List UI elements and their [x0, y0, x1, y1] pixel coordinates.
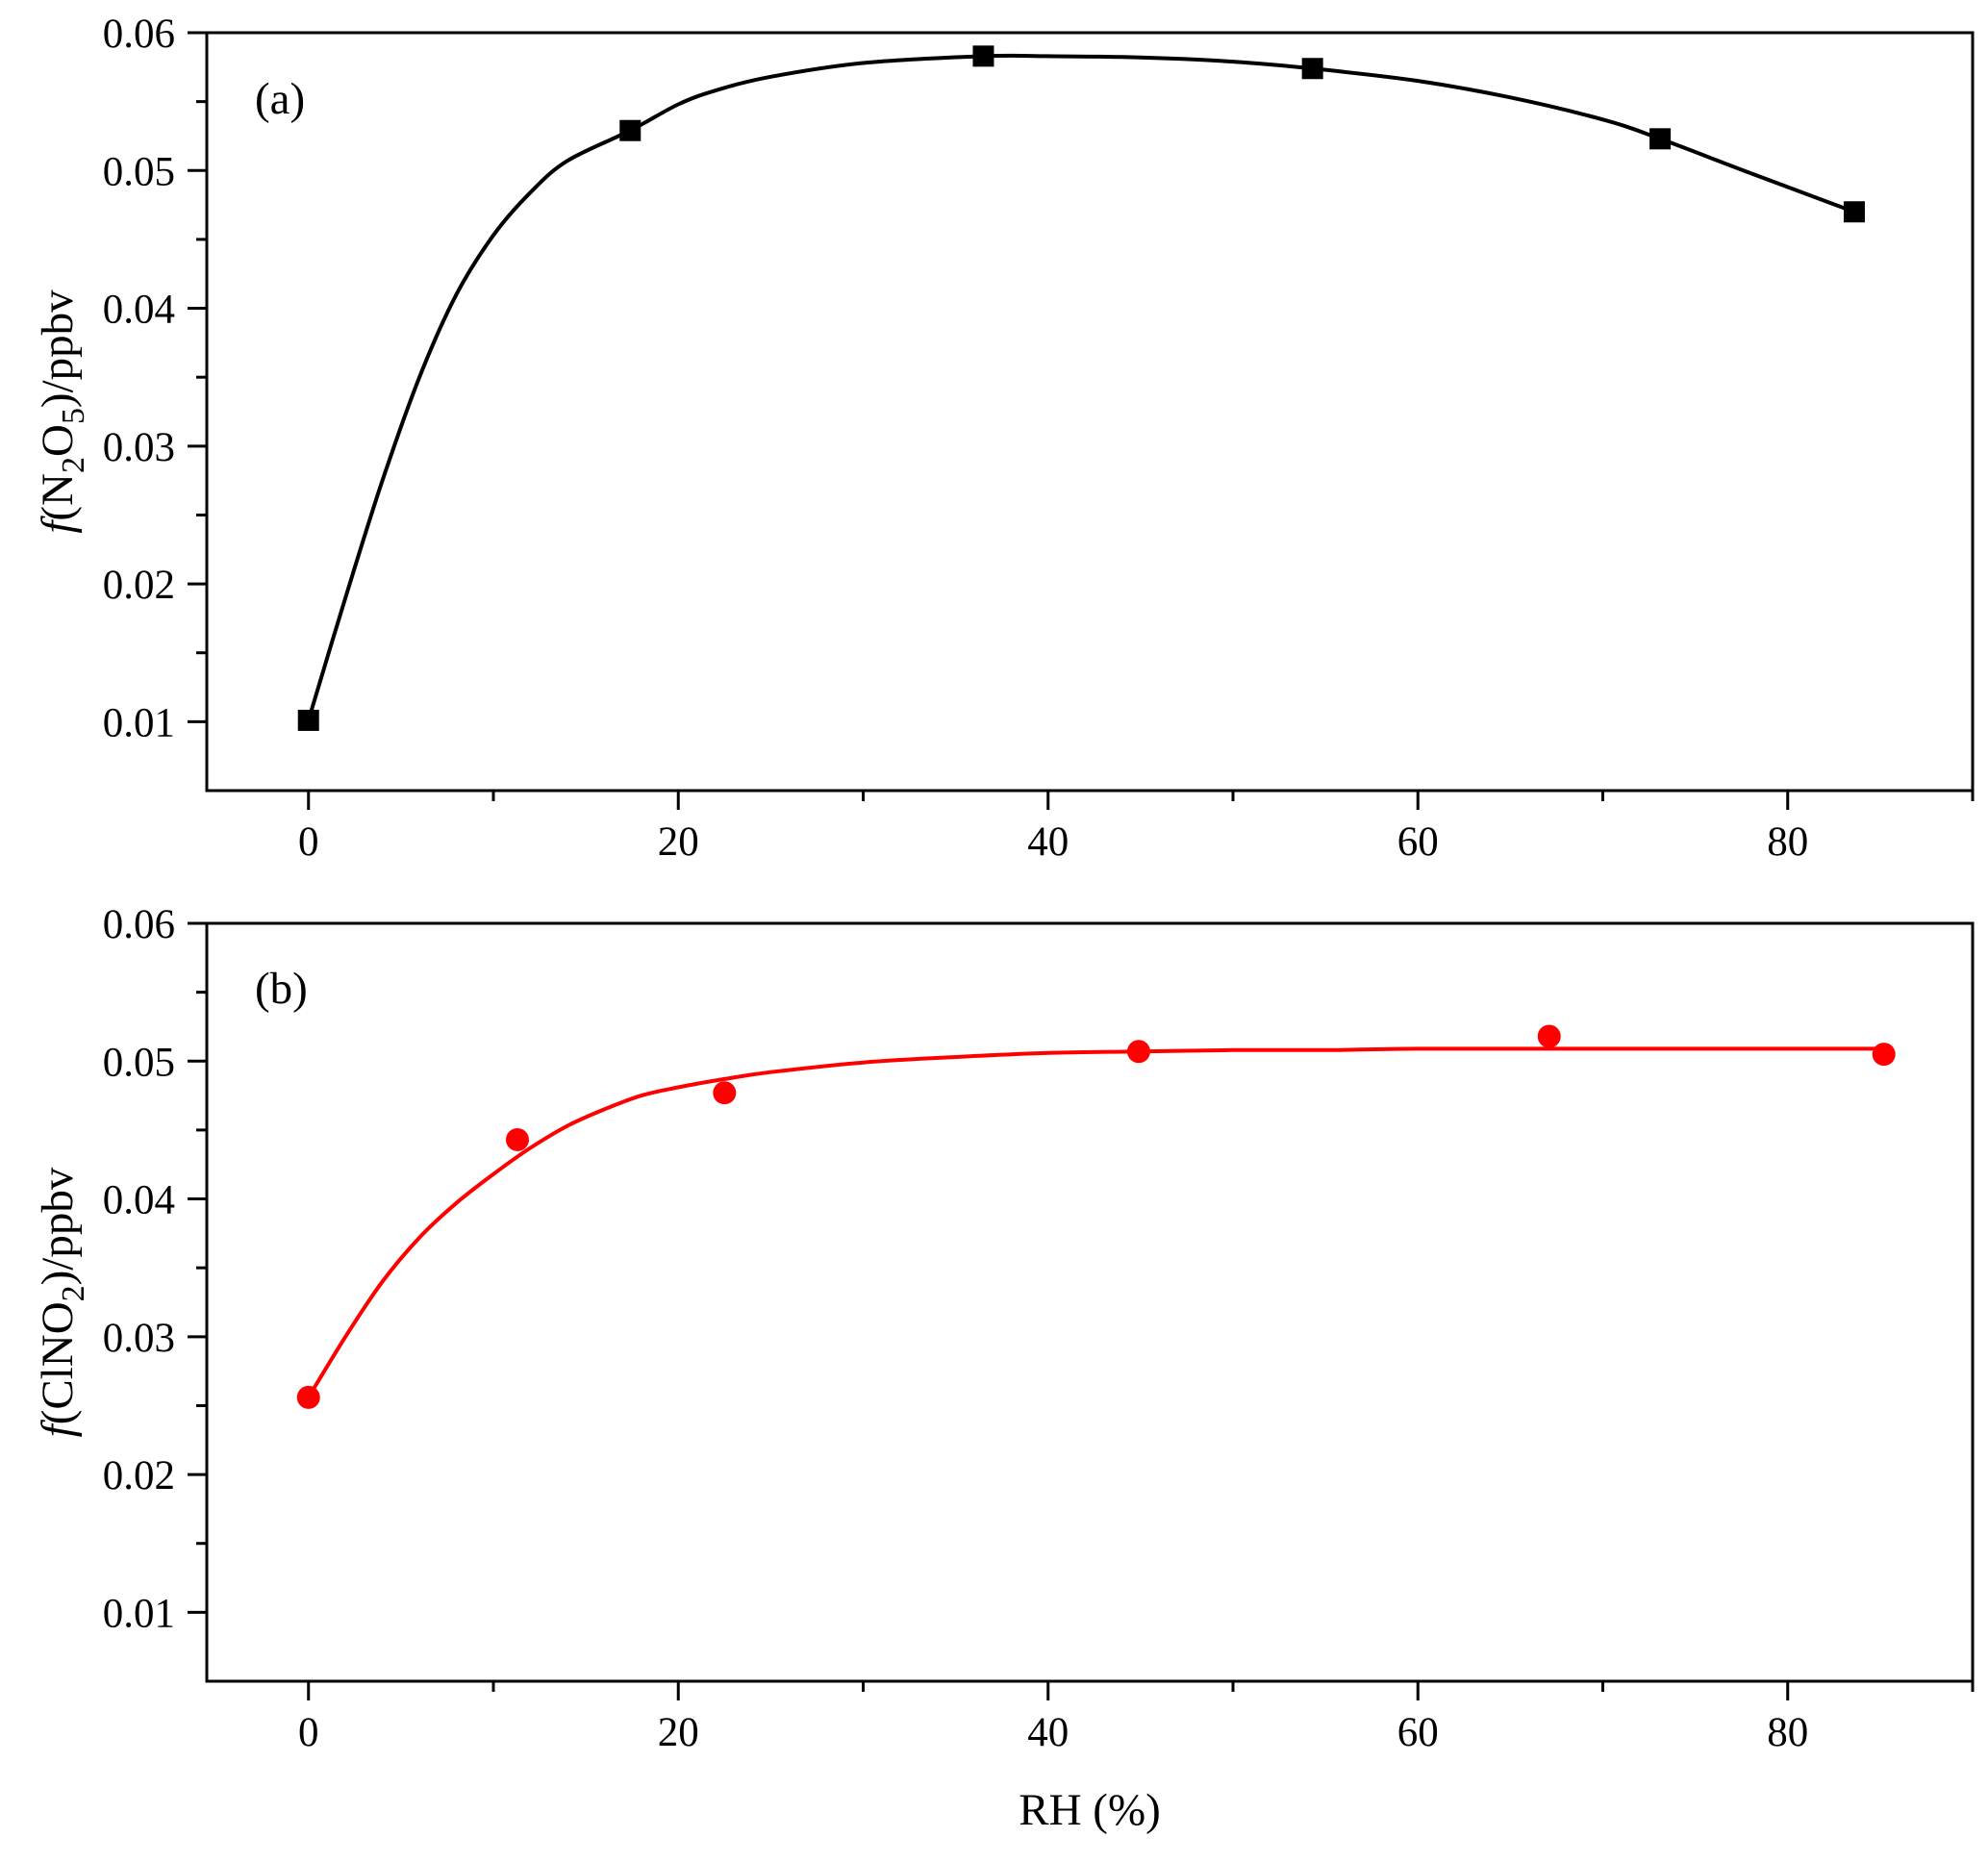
- panel-b-x-axis: 0 20 40 60 80: [298, 1681, 1975, 1755]
- panel-b-data-point: [1872, 1043, 1896, 1067]
- panel-a-data-point: [972, 45, 994, 67]
- panel-a-y-axis-title: f(N2O5)/ppbv: [33, 290, 91, 534]
- panel-a-y-axis-title-part: )/ppbv: [33, 290, 83, 408]
- panel-a-y-tick-label: 0.03: [103, 425, 175, 470]
- panel-b-data-point: [713, 1081, 737, 1105]
- panel-a-y-axis: 0.01 0.02 0.03 0.04 0.05 0.06: [103, 12, 207, 745]
- panel-a-x-tick-label: 60: [1397, 819, 1439, 865]
- panel-b-y-tick-label: 0.05: [103, 1040, 175, 1085]
- panel-a-x-tick-label: 80: [1767, 819, 1808, 865]
- panel-a-y-tick-label: 0.06: [103, 12, 175, 57]
- panel-b-x-tick-label: 0: [298, 1710, 319, 1755]
- panel-b-y-tick-label: 0.02: [103, 1453, 175, 1498]
- panel-a-x-tick-label: 20: [658, 819, 699, 865]
- panel-a-x-tick-label: 40: [1027, 819, 1069, 865]
- panel-b-fit-curve: [306, 1046, 1884, 1398]
- panel-a-chart: 0 20 40 60 80 0.01 0.02 0.03 0.04 0.05 0.06 (a) f…: [33, 12, 1975, 865]
- panel-b-data-point: [1537, 1024, 1561, 1048]
- panel-a-y-axis-title-part: 2: [56, 457, 91, 473]
- panel-a-data-point: [1843, 201, 1865, 223]
- panel-a-y-tick-label: 0.04: [103, 288, 175, 333]
- panel-a-data-point: [1649, 128, 1672, 150]
- panel-a-x-tick-label: 0: [298, 819, 319, 865]
- panel-a-y-axis-title-part: (N: [33, 473, 83, 521]
- panel-b-data-point: [1126, 1040, 1150, 1064]
- panel-a-y-tick-label: 0.01: [103, 700, 175, 745]
- panel-b-x-tick-label: 40: [1027, 1710, 1069, 1755]
- panel-a-plot-frame: [205, 31, 1975, 793]
- panel-b-x-tick-label: 80: [1767, 1710, 1808, 1755]
- panel-b-y-tick-label: 0.06: [103, 902, 175, 947]
- panel-a-data-point: [1301, 58, 1323, 80]
- panel-b-y-tick-label: 0.04: [103, 1178, 175, 1223]
- panel-b-label: (b): [255, 964, 308, 1014]
- panel-a-label: (a): [255, 74, 305, 124]
- panel-b-x-tick-label: 20: [658, 1710, 699, 1755]
- panel-a-data-points: [297, 45, 1865, 731]
- panel-b-y-axis: 0.01 0.02 0.03 0.04 0.05 0.06: [103, 902, 207, 1636]
- panel-b-data-points: [296, 1024, 1896, 1409]
- panel-a-y-axis-title-part: 5: [56, 408, 91, 424]
- panel-a-fit-layer: [306, 53, 1855, 721]
- panel-b-fit-layer: [306, 1046, 1884, 1398]
- panel-a-y-tick-label: 0.02: [103, 563, 175, 608]
- panel-b-y-axis-title: f(ClNO2)/ppbv: [33, 1167, 91, 1437]
- panel-b-plot-frame: [205, 921, 1975, 1683]
- panel-b-y-axis-title-part: )/ppbv: [33, 1167, 83, 1285]
- panel-b-y-tick-label: 0.01: [103, 1591, 175, 1636]
- panel-b-y-tick-label: 0.03: [103, 1316, 175, 1361]
- panel-b-x-tick-label: 60: [1397, 1710, 1439, 1755]
- panel-b-chart: 0 20 40 60 80 0.01 0.02 0.03 0.04 0.05 0.06 (b) f…: [33, 902, 1975, 1755]
- x-axis-title: RH (%): [1019, 1785, 1161, 1835]
- panel-b-y-axis-title-part: 2: [56, 1285, 91, 1301]
- panel-a-data-point: [619, 119, 642, 141]
- panel-a-y-tick-label: 0.05: [103, 149, 175, 194]
- panel-a-x-axis: 0 20 40 60 80: [298, 791, 1975, 865]
- panel-b-y-axis-title-part: (ClNO: [33, 1301, 83, 1424]
- panel-a-data-point: [297, 709, 319, 731]
- panel-a-fit-curve: [306, 53, 1855, 721]
- panel-b-data-point: [296, 1385, 320, 1409]
- panel-a-y-axis-title-part: O: [33, 424, 83, 457]
- panel-b-data-point: [505, 1127, 529, 1151]
